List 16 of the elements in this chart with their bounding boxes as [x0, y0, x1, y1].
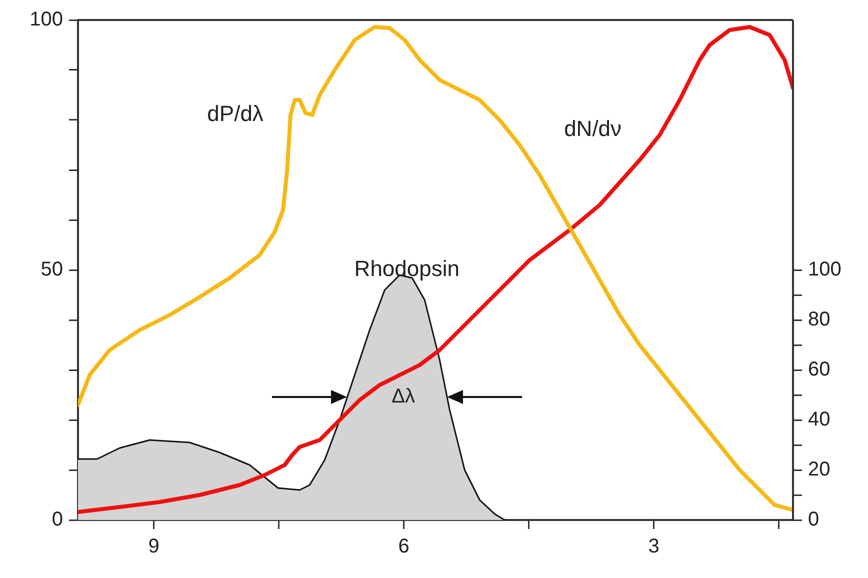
y2-tick-label: 20 — [808, 458, 830, 481]
y-tick-label: 50 — [40, 258, 63, 281]
series-label: Rhodopsin — [354, 256, 460, 282]
y2-tick-label: 80 — [808, 308, 830, 331]
y2-tick-label: 60 — [808, 358, 830, 381]
y2-tick-label: 0 — [808, 508, 820, 531]
y-tick-label: 100 — [30, 8, 63, 31]
x-tick-label: 3 — [648, 536, 660, 558]
x-tick-label: 9 — [148, 536, 160, 558]
series-label: dN/dν — [564, 116, 622, 142]
series-label: dP/dλ — [207, 101, 264, 126]
y2-tick-label: 40 — [808, 408, 830, 431]
annotation: Δλ — [392, 386, 416, 408]
y-tick-label: 0 — [52, 508, 63, 531]
x-tick-label: 6 — [398, 536, 410, 558]
y2-tick-label: 100 — [808, 258, 842, 281]
